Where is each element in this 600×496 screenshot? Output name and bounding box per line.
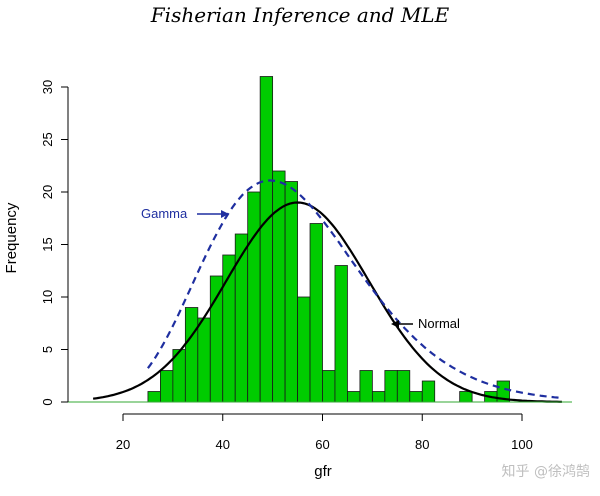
gamma-annotation: Gamma [141,206,229,221]
watermark-text: 知乎 @徐鸿鹄 [502,463,590,480]
histogram-bar [371,391,386,403]
histogram-bar [259,76,274,403]
y-tick-label: 20 [40,185,55,199]
chart-title: Fisherian Inference and MLE [150,3,450,27]
y-tick-label: 15 [40,237,55,251]
histogram-bar [147,391,161,403]
y-axis: 0 5 10 15 20 25 30 [40,80,69,406]
density-curves [92,179,562,403]
histogram-bar [396,370,411,403]
y-tick-label: 10 [40,290,55,304]
y-tick-label: 5 [40,346,55,353]
histogram-bar [459,391,473,403]
x-tick-label: 20 [116,437,130,452]
histogram-bar [384,370,398,403]
gamma-arrow-head [221,210,229,218]
y-tick-label: 30 [40,80,55,94]
histogram-bar [322,370,336,403]
y-tick-label: 25 [40,132,55,146]
gamma-curve [147,179,562,400]
histogram-bars [147,76,510,403]
gamma-label: Gamma [141,206,188,221]
x-tick-label: 40 [216,437,230,452]
histogram-bar [421,380,436,403]
histogram-bar [359,370,373,403]
x-tick-label: 80 [415,437,429,452]
histogram-bar [160,370,174,403]
histogram-bar [284,181,298,403]
normal-curve [92,201,562,403]
x-tick-label: 100 [511,437,533,452]
x-axis: 20 40 60 80 100 [116,413,533,452]
x-tick-label: 60 [315,437,329,452]
y-axis-label: Frequency [3,202,20,273]
y-tick-label: 0 [40,398,55,405]
histogram-bar [334,265,348,403]
normal-label: Normal [418,316,460,331]
histogram-bar [309,223,323,403]
histogram-bar [234,233,249,403]
histogram-bar [197,317,211,403]
histogram-bar [184,307,199,403]
histogram-bar [247,191,261,403]
x-axis-label: gfr [314,463,332,480]
normal-arrow-head [391,320,399,328]
histogram-bar [297,296,311,403]
histogram-bar [347,391,361,403]
normal-annotation: Normal [391,316,460,331]
histogram-bar [409,391,423,403]
histogram-bar [209,275,224,403]
